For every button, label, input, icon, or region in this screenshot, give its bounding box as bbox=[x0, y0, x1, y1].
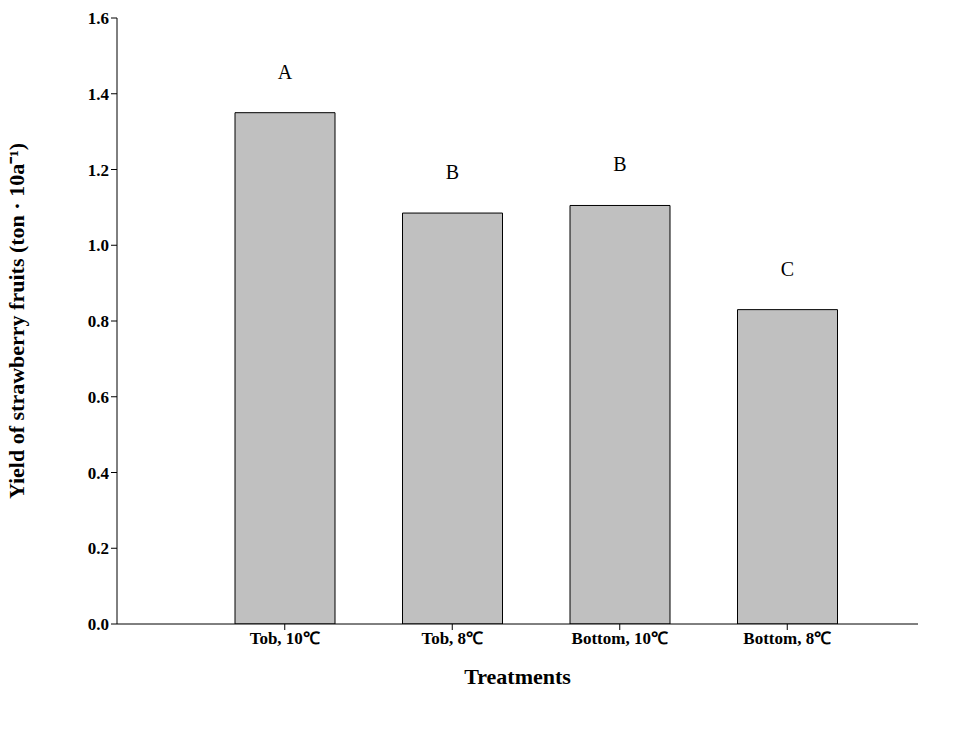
svg-text:0.8: 0.8 bbox=[88, 312, 109, 331]
svg-text:Tob, 8℃: Tob, 8℃ bbox=[421, 629, 483, 648]
svg-text:B: B bbox=[613, 153, 626, 175]
svg-text:Bottom, 8℃: Bottom, 8℃ bbox=[743, 629, 831, 648]
svg-text:0.0: 0.0 bbox=[88, 615, 109, 634]
svg-text:A: A bbox=[278, 61, 293, 83]
svg-text:0.6: 0.6 bbox=[88, 388, 109, 407]
svg-text:Bottom, 10℃: Bottom, 10℃ bbox=[572, 629, 668, 648]
svg-text:0.4: 0.4 bbox=[88, 464, 110, 483]
svg-text:1.0: 1.0 bbox=[88, 236, 109, 255]
svg-text:Yield of strawberry fruits (to: Yield of strawberry fruits (ton · 10a⁻¹) bbox=[8, 143, 29, 499]
svg-text:B: B bbox=[446, 161, 459, 183]
svg-text:1.2: 1.2 bbox=[88, 161, 109, 180]
svg-text:C: C bbox=[781, 258, 794, 280]
svg-text:Tob, 10℃: Tob, 10℃ bbox=[250, 629, 320, 648]
svg-text:Treatments: Treatments bbox=[464, 664, 571, 689]
svg-text:1.6: 1.6 bbox=[88, 9, 109, 28]
svg-text:1.4: 1.4 bbox=[88, 85, 110, 104]
svg-text:0.2: 0.2 bbox=[88, 539, 109, 558]
